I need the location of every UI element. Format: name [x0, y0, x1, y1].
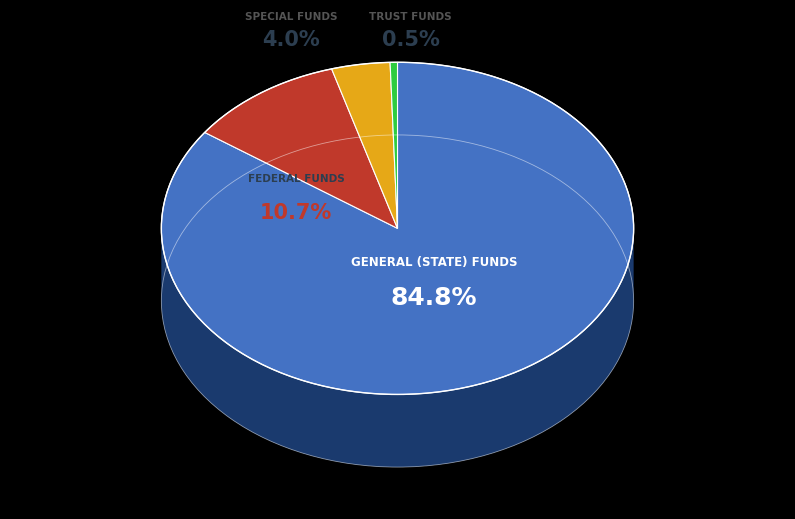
Text: 0.5%: 0.5% — [382, 30, 440, 50]
Text: FEDERAL FUNDS: FEDERAL FUNDS — [248, 174, 345, 184]
Polygon shape — [161, 62, 634, 394]
Text: SPECIAL FUNDS: SPECIAL FUNDS — [245, 12, 337, 22]
Polygon shape — [161, 228, 634, 467]
Ellipse shape — [161, 135, 634, 467]
Polygon shape — [390, 62, 398, 228]
Text: TRUST FUNDS: TRUST FUNDS — [369, 12, 452, 22]
Polygon shape — [205, 69, 398, 228]
Text: 84.8%: 84.8% — [390, 286, 477, 310]
Text: 4.0%: 4.0% — [262, 30, 320, 50]
Text: 10.7%: 10.7% — [260, 203, 332, 223]
Text: GENERAL (STATE) FUNDS: GENERAL (STATE) FUNDS — [351, 255, 517, 269]
Polygon shape — [332, 62, 398, 228]
